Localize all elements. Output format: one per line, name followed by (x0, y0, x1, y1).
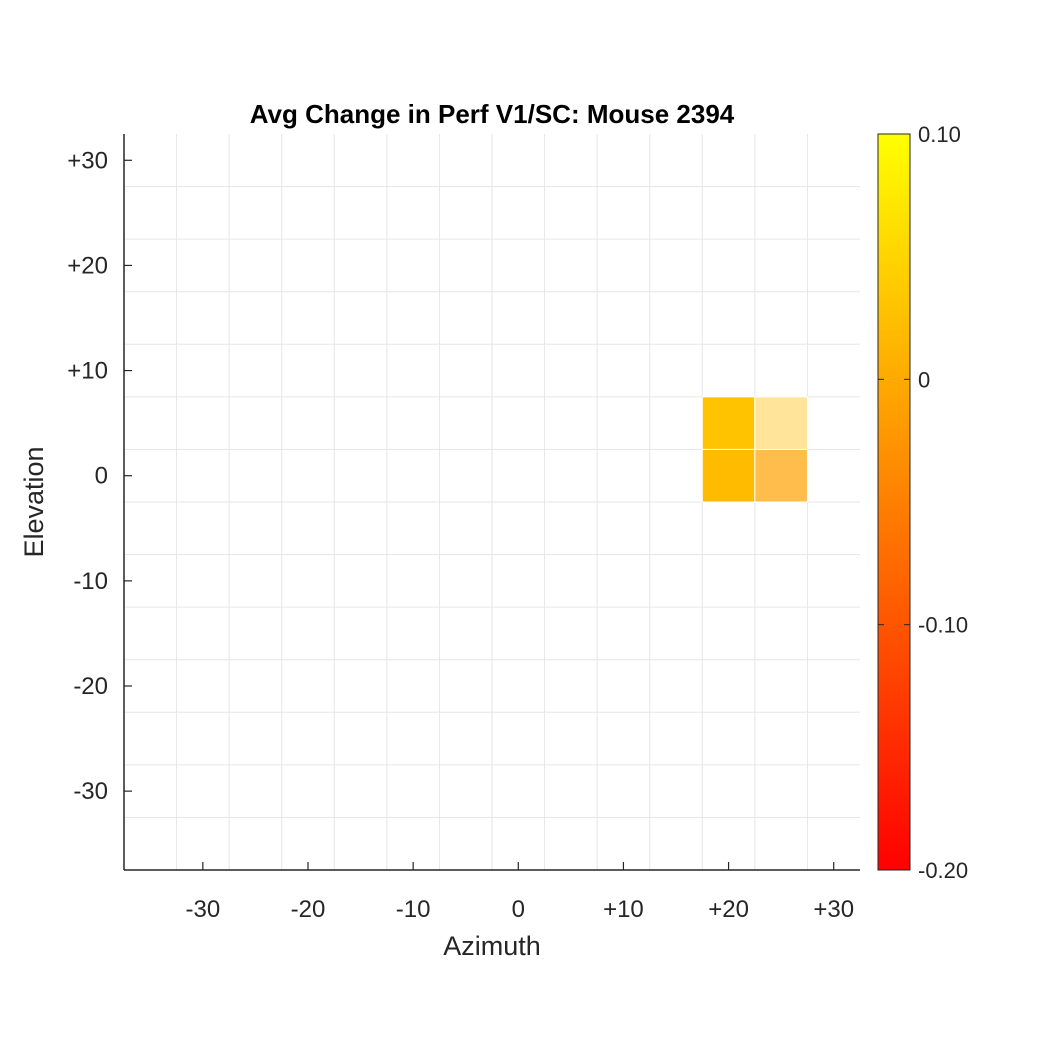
colorbar-tick-label: -0.10 (918, 613, 968, 638)
x-tick-label: -10 (396, 896, 431, 923)
colorbar-tick-label: 0 (918, 367, 930, 392)
x-tick-label: +10 (603, 896, 644, 923)
y-tick-label: +10 (67, 358, 108, 385)
y-tick-label: -10 (73, 568, 108, 595)
y-axis-label: Elevation (19, 446, 49, 557)
y-tick-label: 0 (95, 463, 108, 490)
chart-title: Avg Change in Perf V1/SC: Mouse 2394 (250, 99, 735, 129)
heatmap-cells (701, 396, 808, 503)
axes (123, 134, 860, 871)
colorbar-ticks: 0.10 0 -0.10 -0.20 (878, 122, 968, 883)
y-tick-label: -30 (73, 778, 108, 805)
y-axis-ticks: +30 +20 +10 0 -10 -20 -30 (67, 147, 132, 805)
x-tick-label: +30 (813, 896, 854, 923)
colorbar-tick-label: -0.20 (918, 858, 968, 883)
heatmap-cell (754, 396, 808, 450)
y-tick-label: +30 (67, 147, 108, 174)
y-tick-label: +20 (67, 252, 108, 279)
heatmap-cell (701, 448, 756, 503)
y-tick-label: -20 (73, 673, 108, 700)
x-axis-label: Azimuth (443, 931, 541, 961)
colorbar (877, 133, 911, 871)
x-tick-label: -30 (186, 896, 221, 923)
x-axis-ticks: -30 -20 -10 0 +10 +20 +30 (186, 862, 854, 923)
x-tick-label: 0 (512, 896, 525, 923)
colorbar-tick-label: 0.10 (918, 122, 961, 147)
x-tick-label: +20 (708, 896, 749, 923)
heatmap-cell (754, 448, 808, 503)
colorbar-gradient (877, 133, 911, 871)
x-tick-label: -20 (291, 896, 326, 923)
heatmap-cell (701, 396, 756, 450)
